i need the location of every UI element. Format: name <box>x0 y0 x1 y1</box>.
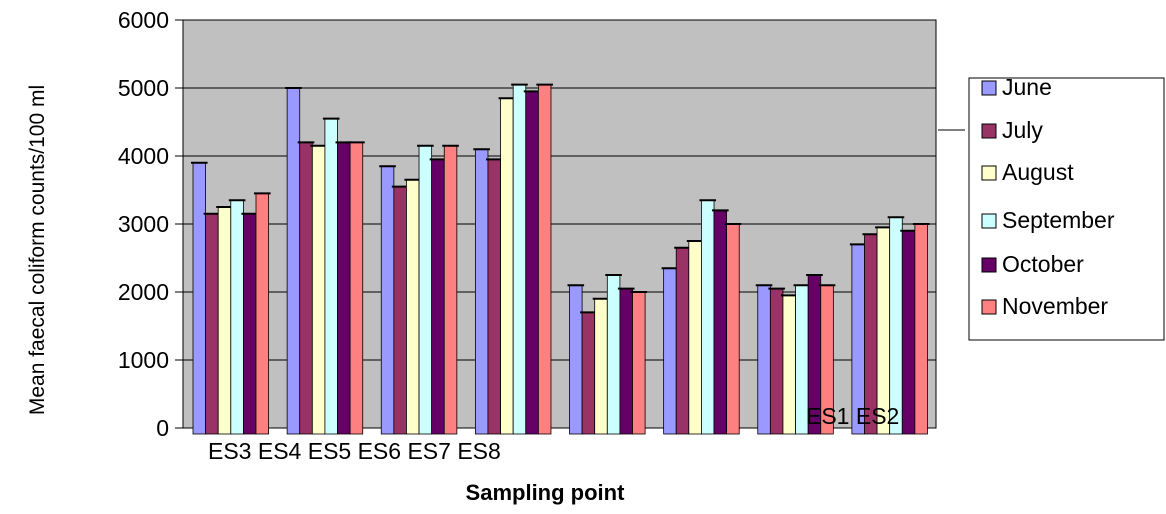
bar-es5-august <box>406 179 420 435</box>
legend-label-august: August <box>1002 159 1074 185</box>
bars <box>191 83 930 435</box>
bar-es2-september <box>889 216 903 435</box>
y-axis-ticks: 0 1000 2000 3000 4000 5000 6000 <box>118 7 183 441</box>
bar-es8-june <box>663 267 677 435</box>
bar-es5-june <box>380 165 395 435</box>
bar-es3-june <box>192 162 207 435</box>
legend-swatch-november <box>981 299 997 315</box>
y-tick-label: 2000 <box>118 279 169 305</box>
bar-es4-july <box>299 141 313 435</box>
bar-es7-september <box>606 274 621 435</box>
bar-es8-october <box>713 209 728 435</box>
bar-es4-november <box>349 141 364 435</box>
legend-swatch-june <box>981 80 997 96</box>
bar-es4-august <box>311 145 326 435</box>
bar-es7-october <box>619 288 633 435</box>
bar-es6-november <box>537 84 552 435</box>
bar-es4-september <box>324 118 338 435</box>
bar-es6-october <box>525 91 539 435</box>
y-tick-label: 5000 <box>118 75 169 101</box>
bar-es5-october <box>431 158 445 435</box>
legend-label-september: September <box>1002 207 1115 233</box>
bar-es6-september <box>512 84 527 435</box>
legend-swatch-july <box>981 123 997 139</box>
bar-es3-october <box>242 213 257 435</box>
bar-es6-july <box>487 158 501 435</box>
legend-swatch-september <box>981 213 997 229</box>
bar-es2-october <box>901 230 916 435</box>
legend-box <box>968 77 1165 341</box>
bar-es8-september <box>701 199 715 435</box>
bar-es8-july <box>675 247 690 435</box>
bar-es7-july <box>581 311 596 435</box>
legend-swatch-august <box>981 165 997 181</box>
bar-es3-july <box>205 213 219 435</box>
y-tick-label: 4000 <box>118 143 169 169</box>
bar-es5-september <box>418 145 433 435</box>
y-tick-label: 1000 <box>118 347 169 373</box>
legend-swatch-october <box>981 257 997 273</box>
bar-es6-august <box>500 97 514 435</box>
y-tick-label: 0 <box>156 415 169 441</box>
legend-label-june: June <box>1002 74 1052 100</box>
bar-es4-june <box>286 87 301 435</box>
legend-label-november: November <box>1002 293 1108 319</box>
bar-es8-november <box>726 223 740 435</box>
bar-es8-august <box>688 240 702 435</box>
bar-es1-august <box>782 294 796 435</box>
bar-es7-august <box>594 298 608 435</box>
bar-es3-november <box>255 192 270 435</box>
bar-es5-july <box>393 186 407 435</box>
legend-label-july: July <box>1002 117 1043 143</box>
x-axis-label: Sampling point <box>466 480 626 505</box>
y-axis-label: Mean faecal coliform counts/100 ml <box>26 85 49 415</box>
y-tick-label: 6000 <box>118 7 169 33</box>
bar-es4-october <box>337 141 351 435</box>
y-tick-label: 3000 <box>118 211 169 237</box>
bar-es1-july <box>769 288 784 435</box>
bar-es7-november <box>632 291 646 435</box>
bar-es7-june <box>569 284 583 435</box>
legend: June July August September October November <box>938 74 1165 341</box>
bar-es1-june <box>757 284 771 435</box>
category-label-row: ES3 ES4 ES5 ES6 ES7 ES8 <box>208 438 501 464</box>
bar-es3-august <box>217 206 232 435</box>
legend-label-october: October <box>1002 251 1084 277</box>
bar-es2-november <box>914 223 928 435</box>
inner-category-label: ES1 ES2 <box>806 403 899 429</box>
bar-es6-june <box>474 148 489 435</box>
bar-es5-november <box>443 145 458 435</box>
bar-es3-september <box>230 199 244 435</box>
